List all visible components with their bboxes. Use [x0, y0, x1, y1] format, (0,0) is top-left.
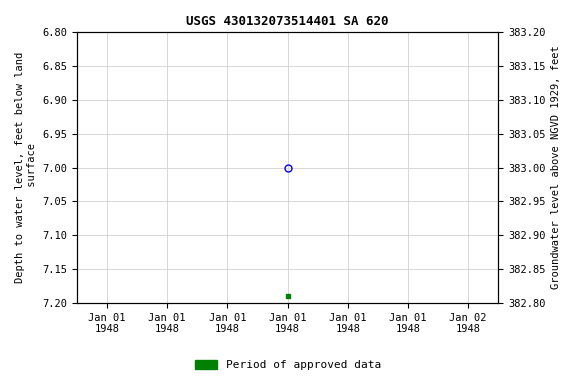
Legend: Period of approved data: Period of approved data [191, 356, 385, 375]
Y-axis label: Depth to water level, feet below land
 surface: Depth to water level, feet below land su… [15, 52, 37, 283]
Y-axis label: Groundwater level above NGVD 1929, feet: Groundwater level above NGVD 1929, feet [551, 46, 561, 290]
Title: USGS 430132073514401 SA 620: USGS 430132073514401 SA 620 [186, 15, 389, 28]
